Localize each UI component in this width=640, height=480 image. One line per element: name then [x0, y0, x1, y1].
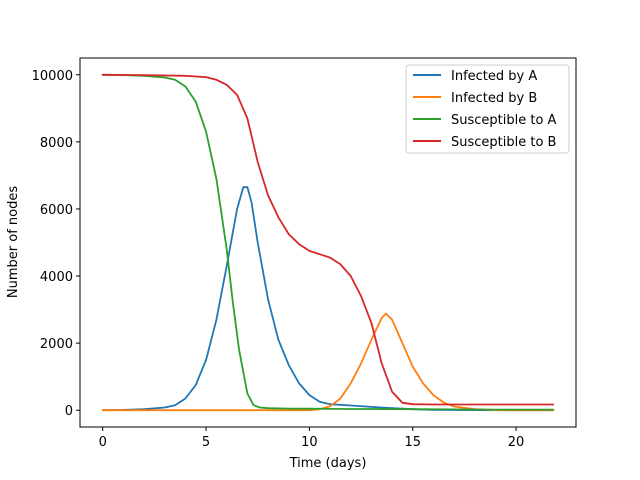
x-tick-label: 0	[99, 435, 107, 450]
x-tick-label: 15	[404, 435, 421, 450]
y-axis-label: Number of nodes	[6, 186, 21, 298]
series-line-0	[101, 186, 555, 412]
y-tick-label: 6000	[40, 203, 73, 218]
legend: Infected by A Infected by B Susceptible to…	[405, 64, 570, 154]
legend-label-1: Infected by B	[451, 91, 537, 106]
legend-label-3: Susceptible to B	[451, 135, 556, 150]
legend-box	[405, 64, 570, 154]
x-tick-label: 20	[508, 435, 525, 450]
series-line-3	[101, 73, 555, 406]
x-tick-label: 10	[301, 435, 318, 450]
legend-label-2: Susceptible to A	[451, 113, 557, 128]
series-line-1	[101, 312, 555, 412]
x-axis-ticks: 0 5 10 15 20	[99, 427, 525, 450]
plot-frame	[79, 57, 577, 428]
x-tick-label: 5	[202, 435, 210, 450]
series-layer	[101, 73, 555, 412]
y-tick-label: 2000	[40, 337, 73, 352]
legend-label-0: Infected by A	[451, 69, 537, 84]
y-tick-label: 4000	[40, 270, 73, 285]
y-tick-label: 0	[65, 404, 73, 419]
y-tick-label: 10000	[32, 69, 73, 84]
y-tick-label: 8000	[40, 136, 73, 151]
legend-items: Infected by A Infected by B Susceptible to…	[413, 69, 557, 150]
x-axis-label: Time (days)	[289, 456, 367, 471]
series-line-2	[101, 73, 555, 411]
y-axis-ticks: 0 2000 4000 6000 8000 10000	[32, 69, 80, 419]
